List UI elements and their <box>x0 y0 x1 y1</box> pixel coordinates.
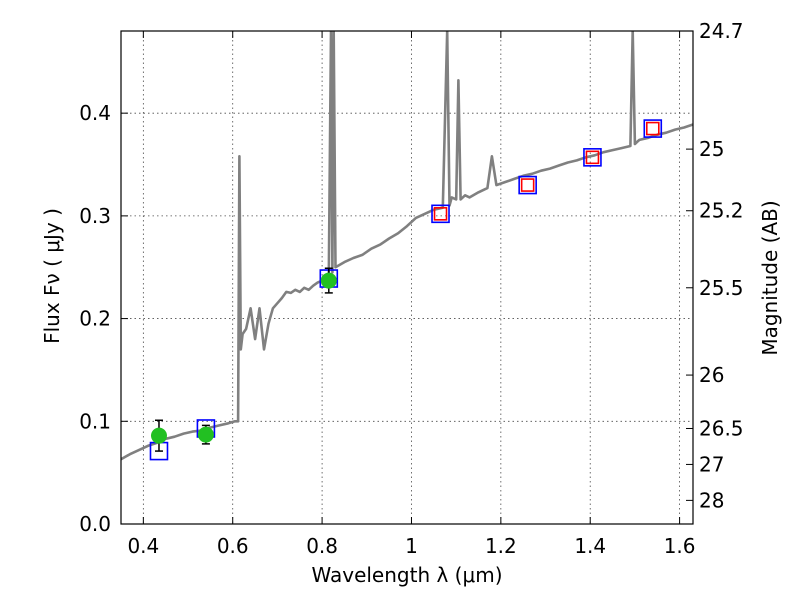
y-tick-label: 0.1 <box>79 409 111 433</box>
model-square-marker <box>518 175 537 195</box>
right-tick-label: 27 <box>699 452 724 476</box>
y-tick-label: 0.3 <box>79 204 111 228</box>
right-axis-title: Magnitude (AB) <box>758 200 782 355</box>
tick-layer: 0.4 0.6 0.8 1 1.2 1.4 1.6 0.0 0.1 0.2 0.3 0.4 24.7 25… <box>79 19 743 558</box>
x-tick-label: 0.8 <box>306 534 338 558</box>
data-layer <box>121 31 693 461</box>
observed-circle-marker <box>197 426 214 443</box>
model-square-marker <box>583 148 602 167</box>
right-tick-label: 28 <box>699 488 724 512</box>
right-tick-label: 26 <box>699 363 724 387</box>
y-tick-label: 0.0 <box>79 512 111 536</box>
right-tick-label: 26.5 <box>699 416 744 440</box>
observed-circle-marker <box>150 427 167 444</box>
right-tick-label: 24.7 <box>699 19 744 43</box>
observed-square-marker <box>433 207 448 221</box>
spectrum-line <box>121 31 693 461</box>
x-tick-label: 1 <box>405 534 418 558</box>
x-tick-label: 1.4 <box>574 534 606 558</box>
model-square-marker <box>431 204 450 224</box>
observed-circle-marker <box>320 272 337 289</box>
model-square-marker <box>643 119 663 138</box>
series-group <box>121 31 693 461</box>
right-tick-label: 25.2 <box>699 199 744 223</box>
grid-layer <box>121 31 693 525</box>
y-tick-label: 0.4 <box>79 101 111 125</box>
observed-square-marker <box>520 178 535 192</box>
right-tick-label: 25.5 <box>699 276 744 300</box>
x-axis-title: Wavelength λ (μm) <box>311 563 502 587</box>
observed-square-marker <box>585 150 600 165</box>
y-axis-title: Flux Fν ( μJy ) <box>40 208 64 344</box>
plot-frame <box>120 30 694 525</box>
x-tick-label: 1.6 <box>664 534 696 558</box>
x-tick-label: 0.6 <box>217 534 249 558</box>
right-tick-label: 25 <box>699 137 724 161</box>
y-tick-label: 0.2 <box>79 307 111 331</box>
observed-square-marker <box>645 121 660 136</box>
x-tick-label: 0.4 <box>127 534 159 558</box>
x-tick-label: 1.2 <box>485 534 517 558</box>
